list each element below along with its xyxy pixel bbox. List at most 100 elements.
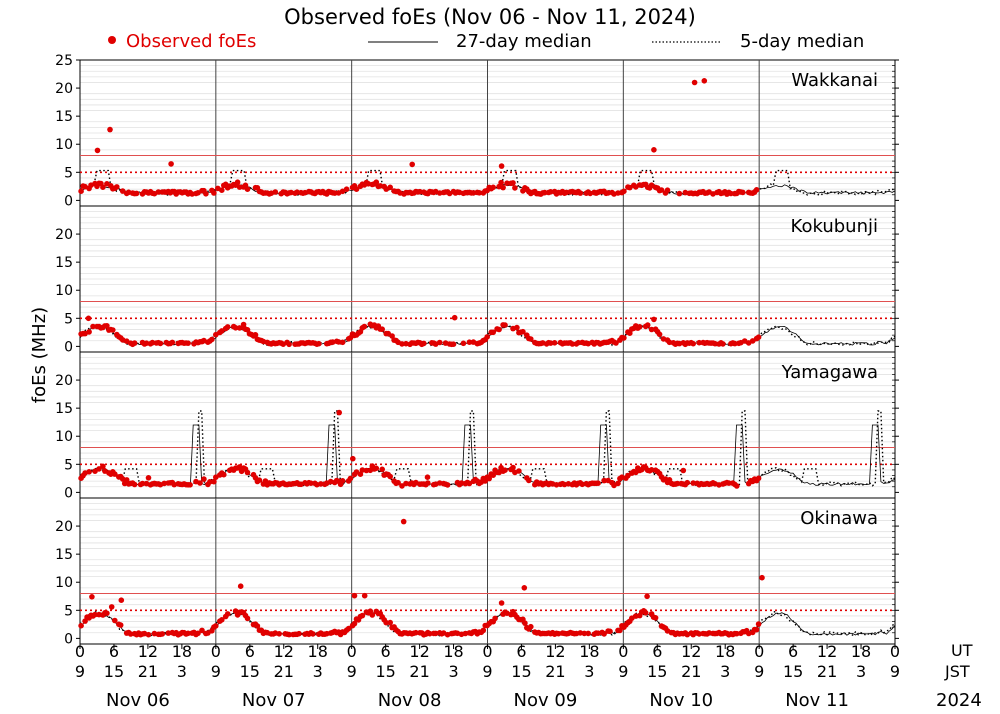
observed-point: [425, 480, 431, 486]
day-label: Nov 09: [514, 690, 578, 711]
observed-point: [690, 340, 696, 347]
observed-point: [369, 612, 376, 618]
observed-point: [490, 329, 497, 336]
observed-outlier-point: [351, 592, 358, 599]
observed-point: [383, 619, 390, 626]
observed-point: [642, 610, 649, 616]
observed-point: [145, 631, 152, 638]
observed-point: [621, 335, 627, 341]
observed-point: [627, 330, 633, 337]
observed-point: [100, 463, 106, 470]
station-panels: 0 5 10 15 20 25 Wakkanai 0 5 10 15 20 Kokubunji 0 5 10 1…: [55, 53, 899, 647]
y-tick-label: 20: [55, 519, 73, 535]
observed-point: [254, 623, 261, 629]
day-label: Nov 10: [649, 690, 713, 711]
observed-point: [310, 631, 316, 637]
observed-point: [696, 339, 702, 346]
x-tick-label-jst: 3: [720, 662, 730, 681]
observed-outlier-point: [336, 409, 343, 416]
x-tick-label-jst: 3: [856, 662, 866, 681]
observed-point: [211, 478, 217, 485]
observed-point: [399, 341, 405, 347]
observed-point: [159, 631, 166, 637]
observed-point: [664, 187, 671, 193]
observed-point: [339, 339, 346, 346]
observed-point: [197, 480, 203, 486]
x-tick-label-jst: 9: [75, 662, 85, 681]
y-tick-label: 25: [55, 53, 73, 69]
observed-point: [272, 189, 279, 195]
observed-point: [636, 324, 643, 330]
x-tick-label-ut: 0: [618, 642, 628, 661]
observed-point: [359, 612, 366, 619]
observed-outlier-point: [118, 597, 125, 603]
day-label: Nov 06: [106, 690, 170, 711]
observed-point: [516, 468, 522, 474]
observed-point: [104, 323, 110, 329]
observed-point: [658, 187, 665, 193]
observed-point: [244, 469, 251, 476]
x-tick-label-jst: 21: [681, 662, 701, 681]
x-tick-label-ut: 6: [381, 642, 391, 661]
legend: Observed foEs 27-day median 5-day median: [108, 31, 864, 52]
observed-outlier-point: [85, 315, 92, 322]
station-panel-yamagawa: 0 5 10 15 20 Yamagawa: [55, 351, 899, 501]
x-tick-label-ut: 0: [482, 642, 492, 661]
observed-outlier-point: [237, 583, 244, 589]
observed-point: [490, 184, 497, 191]
observed-point: [520, 328, 526, 335]
observed-outlier-point: [108, 604, 115, 610]
x-tick-label-jst: 3: [584, 662, 594, 681]
observed-point: [351, 620, 358, 627]
observed-point: [104, 610, 110, 616]
observed-point: [114, 184, 120, 190]
observed-outlier-point: [89, 594, 95, 600]
observed-point: [575, 339, 582, 346]
observed-point: [753, 626, 760, 633]
observed-point: [387, 184, 394, 191]
x-axis: 0961512211830961512211830961512211830961…: [75, 642, 900, 711]
observed-point: [244, 186, 251, 192]
x-tick-label-ut: 0: [347, 642, 357, 661]
observed-points: [78, 314, 762, 348]
y-tick-label: 15: [55, 255, 73, 271]
observed-point: [86, 329, 92, 335]
observed-point: [595, 480, 601, 487]
observed-outlier-point: [400, 518, 407, 525]
observed-point: [213, 623, 219, 629]
ut-label: UT: [951, 641, 973, 660]
x-tick-label-jst: 3: [313, 662, 323, 681]
x-tick-label-ut: 6: [245, 642, 255, 661]
y-tick-label: 0: [64, 193, 73, 209]
observed-point: [395, 479, 401, 486]
x-tick-label-jst: 9: [890, 662, 900, 681]
observed-point: [353, 186, 360, 192]
legend-observed-label: Observed foEs: [126, 31, 256, 52]
x-tick-label-jst: 15: [647, 662, 667, 681]
observed-point: [551, 340, 558, 346]
observed-point: [585, 630, 591, 637]
station-name: Kokubunji: [791, 216, 878, 237]
observed-point: [755, 621, 762, 627]
observed-point: [131, 340, 138, 346]
observed-outlier-point: [361, 592, 368, 599]
station-panel-okinawa: 0 5 10 15 20 Okinawa: [55, 497, 899, 647]
station-panel-kokubunji: 0 5 10 15 20 Kokubunji: [55, 205, 899, 355]
observed-point: [486, 475, 493, 482]
observed-point: [157, 340, 164, 347]
observed-outlier-point: [691, 79, 698, 86]
observed-point: [185, 340, 191, 347]
x-tick-label-jst: 9: [347, 662, 357, 681]
day-label: Nov 11: [785, 690, 849, 711]
x-tick-label-ut: 18: [579, 642, 599, 661]
observed-point: [656, 331, 663, 338]
observed-point: [244, 615, 251, 622]
x-tick-label-jst: 21: [817, 662, 837, 681]
observed-outlier-point: [521, 585, 528, 591]
observed-outlier-point: [680, 467, 687, 474]
observed-points: [78, 78, 760, 197]
observed-outlier-point: [145, 475, 152, 481]
observed-point: [387, 619, 394, 626]
observed-point: [436, 339, 443, 346]
y-tick-label: 5: [64, 165, 73, 181]
